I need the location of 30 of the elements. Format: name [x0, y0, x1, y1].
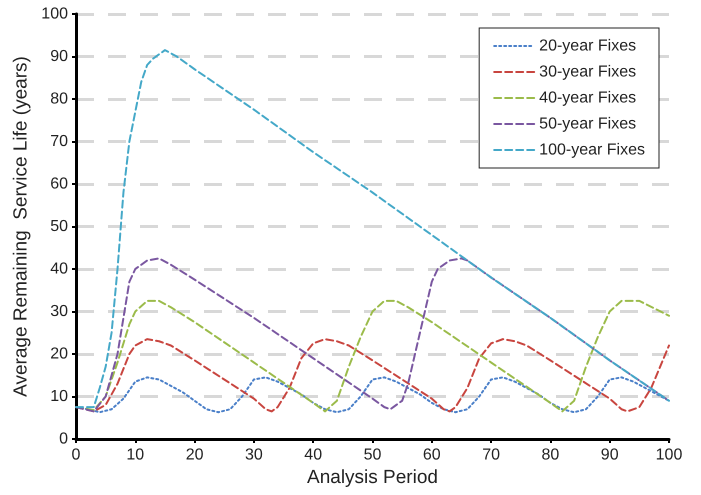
x-tick-label: 10 — [126, 446, 144, 464]
y-tick-label: 10 — [50, 388, 68, 405]
x-tick-label: 20 — [186, 446, 204, 464]
y-tick-label: 40 — [50, 260, 68, 278]
x-tick-label: 50 — [364, 446, 382, 464]
legend-label: 40-year Fixes — [539, 90, 636, 106]
x-tick-label: 60 — [422, 446, 441, 464]
x-axis-title: Analysis Period — [307, 466, 438, 488]
y-tick-label: 80 — [50, 90, 68, 108]
y-tick-label: 90 — [50, 48, 68, 65]
legend-label: 20-year Fixes — [539, 38, 636, 54]
x-tick-label: 40 — [304, 446, 322, 464]
x-tick-label: 80 — [542, 446, 560, 464]
legend-label: 50-year Fixes — [539, 116, 636, 132]
legend-label: 100-year Fixes — [539, 142, 646, 158]
y-tick-label: 20 — [50, 346, 68, 362]
y-tick-label: 70 — [50, 133, 68, 150]
x-tick-label: 0 — [72, 446, 81, 464]
x-tick-label: 30 — [245, 446, 263, 464]
y-tick-label: 0 — [59, 430, 68, 448]
legend-label: 30-year Fixes — [539, 64, 636, 80]
y-tick-label: 100 — [41, 6, 68, 22]
y-tick-label: 30 — [50, 303, 68, 320]
x-tick-label: 90 — [600, 446, 619, 464]
y-tick-label: 60 — [50, 176, 68, 192]
x-tick-label: 70 — [482, 446, 500, 464]
x-tick-label: 100 — [656, 446, 682, 464]
y-axis-title: Average Remaining Service Life (years) — [10, 56, 32, 397]
line-series — [75, 257, 670, 412]
y-tick-label: 50 — [50, 218, 68, 235]
